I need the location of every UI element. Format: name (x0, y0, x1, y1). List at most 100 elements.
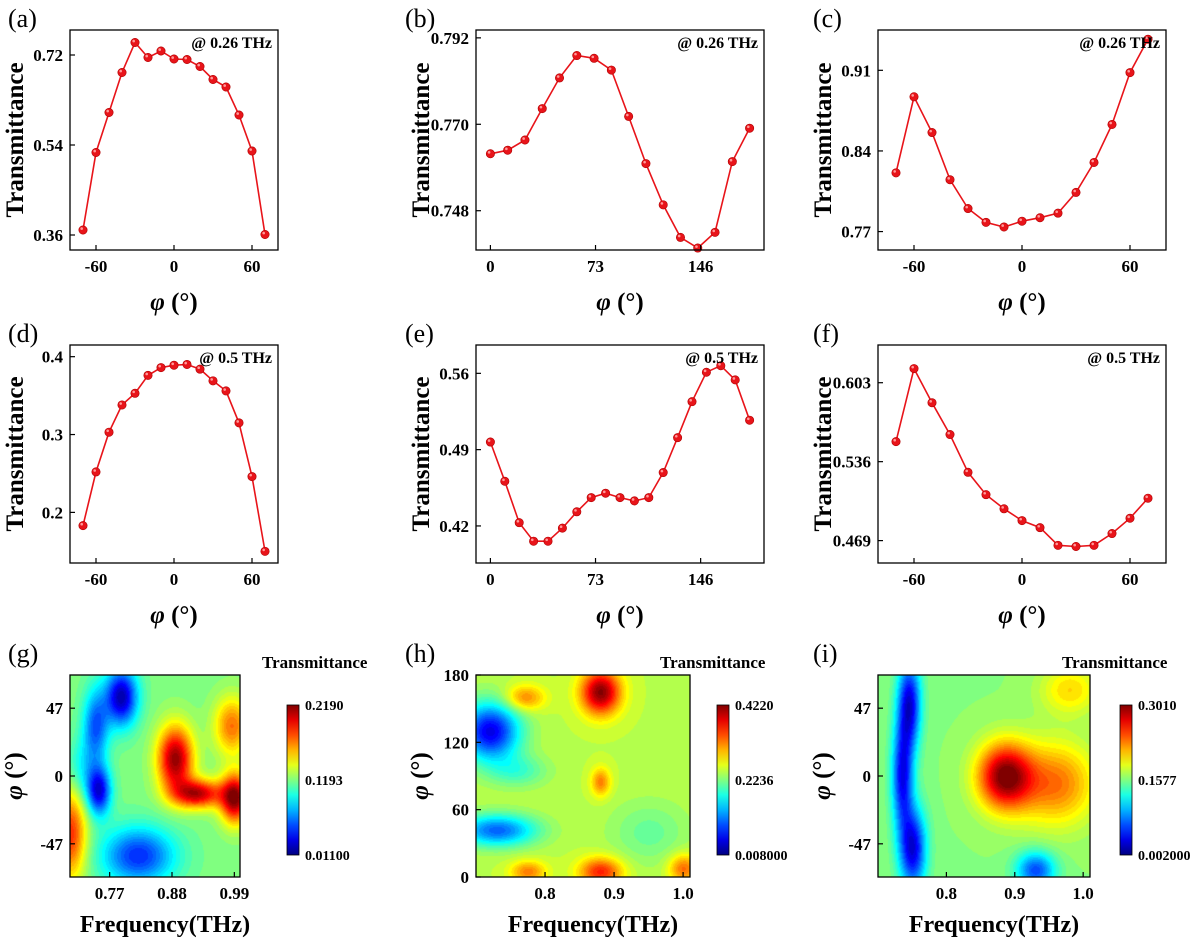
data-point-highlight (1109, 530, 1112, 534)
data-point (624, 111, 634, 121)
data-point-highlight (893, 438, 896, 442)
x-tick-label: -60 (903, 570, 926, 589)
data-point-highlight (947, 177, 950, 180)
data-point-highlight (747, 417, 750, 421)
colorbar-title: Transmittance (262, 653, 368, 672)
series-line (82, 363, 266, 552)
colorbar-tick-label: 0.01100 (305, 849, 350, 864)
x-tick-label: -60 (903, 257, 926, 276)
heatmap-image (70, 675, 240, 877)
y-axis-label: Transmittance (810, 62, 837, 217)
frequency-annotation: @ 0.26 THz (1079, 35, 1160, 52)
x-axis-label: φ (°) (596, 602, 644, 629)
data-point (572, 51, 582, 61)
x-tick-label: 0.9 (603, 884, 624, 903)
data-point-highlight (1019, 517, 1022, 521)
series-line (490, 54, 751, 249)
data-point (208, 376, 218, 386)
y-tick-label: 180 (444, 666, 470, 685)
data-point-highlight (729, 158, 733, 162)
data-point-highlight (1037, 524, 1040, 528)
data-point-highlight (603, 490, 606, 494)
data-point-highlight (1037, 215, 1040, 218)
data-point-highlight (93, 149, 96, 153)
panel-f: (f) @ 0.5 THz -60 0 60 0.469 0.536 0.603 φ (°) Tr… (810, 319, 1167, 629)
data-point-highlight (646, 494, 649, 498)
x-tick-label: 73 (587, 257, 604, 276)
x-tick-label: 146 (688, 570, 714, 589)
data-point (104, 427, 114, 437)
x-axis-label: φ (°) (998, 602, 1046, 629)
y-axis-label: Transmittance (408, 62, 435, 217)
data-point-highlight (106, 429, 109, 433)
data-point-highlight (223, 84, 226, 87)
panel-label: (g) (8, 639, 38, 668)
panel-i: (i) Transmittance 0.002000 0.1577 0.3010 0.8 0… (809, 639, 1191, 938)
data-point-highlight (158, 364, 161, 368)
data-point-highlight (197, 63, 200, 67)
y-tick-label: 120 (444, 733, 470, 752)
data-point-highlight (1145, 36, 1148, 40)
data-point (520, 135, 530, 145)
colorbar-title: Transmittance (1062, 653, 1168, 672)
data-point (247, 472, 257, 482)
data-point (727, 157, 737, 167)
x-axis-label: φ (°) (998, 289, 1046, 316)
data-point (675, 232, 685, 242)
data-point-highlight (132, 39, 135, 43)
data-point (1053, 208, 1063, 218)
data-point (1053, 540, 1063, 550)
heatmap-image (878, 675, 1090, 877)
data-point-highlight (262, 231, 266, 235)
frequency-annotation: @ 0.26 THz (191, 35, 272, 52)
data-point (891, 437, 901, 447)
colorbar (286, 704, 300, 856)
data-point-highlight (1127, 69, 1130, 73)
y-tick-label: -47 (40, 835, 63, 854)
data-point-highlight (262, 548, 266, 552)
data-point (143, 52, 153, 62)
data-point (572, 507, 582, 517)
data-point-highlight (929, 129, 932, 133)
series-line (82, 41, 266, 235)
y-axis-label: Transmittance (2, 376, 29, 531)
data-point (221, 386, 231, 396)
y-tick-label: 60 (452, 801, 469, 820)
data-point (981, 217, 991, 227)
y-tick-label: 0.2 (42, 503, 63, 522)
data-point (143, 370, 153, 380)
series-line (489, 364, 751, 542)
x-tick-label: 0 (1018, 257, 1027, 276)
panel-b: (b) @ 0.26 THz 0 73 146 0.748 0.770 0.792 φ (°) T… (405, 4, 765, 316)
colorbar-tick-label: 0.1193 (305, 774, 343, 789)
x-tick-label: 60 (1122, 570, 1139, 589)
data-point-highlight (617, 494, 620, 498)
data-point-highlight (574, 509, 577, 512)
y-tick-label: 0 (863, 767, 872, 786)
panel-label: (i) (813, 639, 838, 668)
colorbar-tick-label: 0.002000 (1138, 849, 1191, 864)
y-tick-label: 0.3 (42, 426, 63, 445)
data-point-highlight (80, 522, 83, 526)
y-tick-label: 0.748 (431, 202, 469, 221)
data-point-highlight (119, 402, 122, 405)
data-point (963, 467, 973, 477)
y-tick-label: 0.536 (833, 453, 871, 472)
plot-frame (877, 344, 1167, 564)
x-axis-label: Frequency(THz) (909, 912, 1079, 938)
y-tick-label: 0.56 (439, 364, 469, 383)
data-point-highlight (911, 365, 914, 369)
data-point-highlight (223, 388, 226, 391)
data-point (1125, 513, 1135, 523)
data-point (745, 415, 755, 425)
x-tick-label: 0.88 (157, 884, 187, 903)
data-point-highlight (487, 439, 491, 442)
data-point (537, 104, 547, 114)
data-point (1089, 540, 1099, 550)
data-point (78, 521, 88, 531)
data-point-highlight (1109, 121, 1112, 125)
data-point (78, 225, 88, 235)
data-point (169, 360, 179, 370)
data-point-highlight (695, 245, 698, 248)
frequency-annotation: @ 0.26 THz (677, 35, 758, 52)
